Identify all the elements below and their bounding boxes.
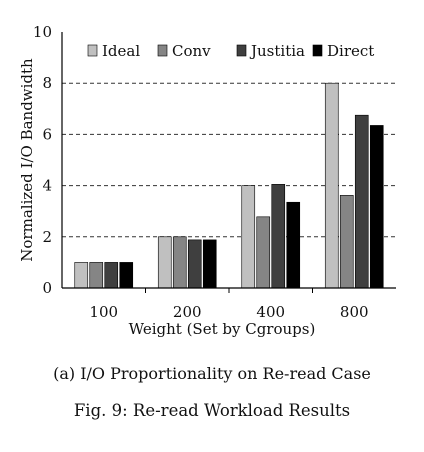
legend-label: Justitia [249,42,305,60]
bar [187,239,202,289]
legend-swatch [312,44,323,57]
bar [202,239,217,289]
bar [119,262,134,289]
legend: Ideal Conv Justitia Direct [87,42,374,60]
bar [354,114,369,289]
y-tick-label: 8 [42,74,52,92]
x-axis-label: Weight (Set by Cgroups) [129,320,316,338]
bar [74,262,89,289]
y-tick-label: 0 [42,279,52,297]
bar [241,185,256,289]
bar [172,236,187,289]
legend-label: Direct [327,42,374,60]
y-axis-label: Normalized I/O Bandwidth [18,58,36,262]
x-tick-label: 800 [340,303,369,321]
legend-swatch [236,44,247,57]
figure-caption: Fig. 9: Re-read Workload Results [73,401,351,420]
legend-label: Ideal [102,42,140,60]
bar [89,262,104,289]
y-tick-label: 4 [42,177,52,195]
bar [104,262,119,289]
bar [256,216,271,289]
y-tick-label: 2 [42,228,52,246]
axes: 0 2 4 6 8 10 100 200 400 800 [33,23,396,321]
bar [369,125,384,289]
x-tick-label: 200 [173,303,202,321]
legend-swatch [157,44,168,57]
x-tick-label: 400 [256,303,285,321]
legend-label: Conv [172,42,211,60]
bar [157,236,172,289]
bar [324,82,339,289]
x-tick-label: 100 [89,303,118,321]
bar [271,184,286,289]
legend-swatch [87,44,98,57]
bar [286,201,301,289]
subfigure-caption: (a) I/O Proportionality on Re-read Case [53,364,371,383]
bar [339,195,354,289]
y-tick-label: 10 [33,23,52,41]
bar-chart: 0 2 4 6 8 10 100 200 400 800 Ideal Conv Justitia Dir… [18,23,396,338]
y-tick-label: 6 [42,125,52,143]
